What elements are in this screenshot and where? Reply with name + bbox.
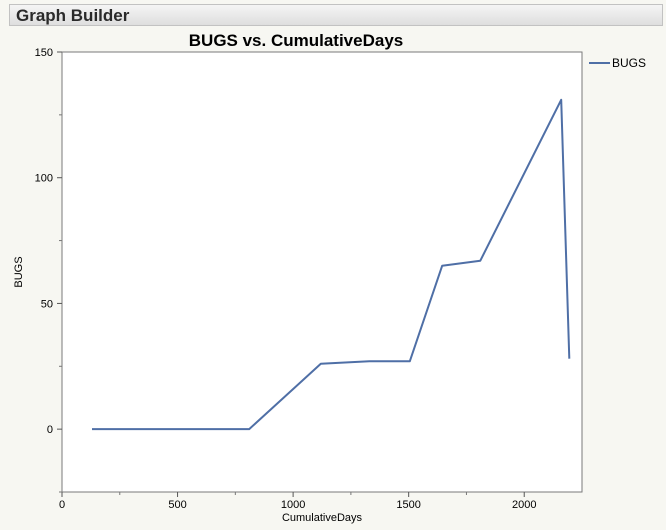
y-tick-label: 0: [47, 424, 53, 436]
x-tick-label: 1500: [396, 499, 420, 511]
axes: 0 500 1000 1500 2000 0 50 100 150: [35, 47, 537, 511]
graph-builder-titlebar: Graph Builder: [9, 4, 663, 26]
window-title: Graph Builder: [16, 6, 130, 25]
series-layer: [92, 98, 571, 431]
series-line-bugs: [92, 98, 571, 431]
y-axis-label: BUGS: [13, 256, 25, 287]
y-tick-label: 50: [41, 298, 53, 310]
x-axis-label: CumulativeDays: [282, 512, 363, 524]
x-tick-label: 500: [168, 499, 186, 511]
y-tick-label: 100: [35, 173, 53, 185]
x-tick-label: 1000: [281, 499, 305, 511]
legend: BUGS: [589, 56, 646, 70]
x-tick-label: 0: [59, 499, 65, 511]
plot-frame: [61, 51, 583, 493]
legend-label: BUGS: [612, 56, 646, 70]
y-tick-label: 150: [35, 47, 53, 59]
chart-title: BUGS vs. CumulativeDays: [189, 31, 403, 50]
x-tick-label: 2000: [512, 499, 536, 511]
